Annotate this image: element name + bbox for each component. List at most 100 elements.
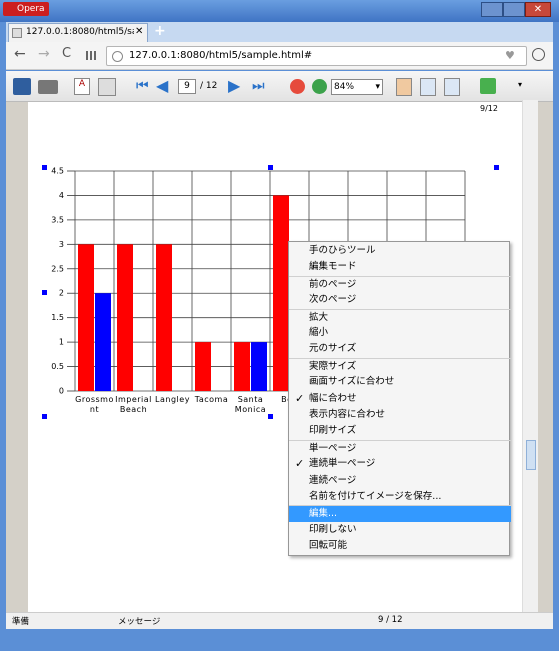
context-menu: 手のひらツール 編集モード前のページ次のページ拡大縮小元のサイズ実際サイズ画面サイ…: [288, 241, 511, 556]
previous-page-button[interactable]: ◀: [156, 76, 169, 95]
menu-item-label: 画面サイズに合わせ: [309, 376, 395, 388]
fit-content-button[interactable]: [444, 78, 460, 96]
bar: [234, 342, 250, 391]
fit-width-button[interactable]: [420, 78, 436, 96]
menu-item-label: 実際サイズ: [309, 360, 357, 372]
menu-item[interactable]: 縮小: [289, 325, 511, 341]
zoom-out-button[interactable]: [290, 79, 305, 94]
page-header: 9/12: [480, 104, 498, 113]
next-page-button[interactable]: ▶: [228, 76, 241, 95]
check-mark: ✓: [295, 391, 305, 405]
menu-item-label: 編集モード: [309, 261, 357, 273]
menu-item-label: 縮小: [309, 327, 329, 338]
menu-item-label: 編集...: [309, 508, 338, 520]
y-tick-label: 0.5: [51, 362, 64, 371]
menu-item[interactable]: 元のサイズ: [289, 341, 511, 357]
check-mark: ✓: [295, 457, 305, 471]
site-info-icon: [112, 51, 123, 62]
menu-item[interactable]: 印刷サイズ: [289, 423, 511, 439]
menu-item[interactable]: 単一ページ: [289, 439, 511, 456]
maximize-button[interactable]: [503, 2, 525, 17]
x-tick-label: Imperial Beach: [115, 395, 152, 414]
selection-handle: [42, 414, 47, 419]
x-tick-label: Tacoma: [194, 395, 229, 404]
bookmark-icon[interactable]: ♥: [505, 49, 515, 62]
menu-item-label: 手のひらツール: [309, 245, 376, 256]
menu-item[interactable]: 手のひらツール: [289, 243, 511, 259]
vertical-scrollbar[interactable]: [522, 100, 538, 612]
menu-item[interactable]: 拡大: [289, 308, 511, 325]
x-tick-label: Grossmont: [75, 395, 114, 414]
properties-button[interactable]: [98, 78, 116, 96]
bar: [195, 342, 211, 391]
search-button[interactable]: [480, 78, 496, 94]
menu-item[interactable]: 連続ページ: [289, 473, 511, 489]
minimize-button[interactable]: [481, 2, 503, 17]
close-button[interactable]: ✕: [525, 2, 551, 17]
menu-item[interactable]: 画面サイズに合わせ: [289, 374, 511, 390]
download-button[interactable]: [532, 48, 545, 61]
menu-item[interactable]: 名前を付けてイメージを保存...: [289, 489, 511, 505]
selection-handle: [268, 165, 273, 170]
menu-item[interactable]: ✓ 幅に合わせ: [289, 391, 511, 407]
menu-item-label: 次のページ: [309, 294, 357, 306]
menu-item[interactable]: 回転可能: [289, 538, 511, 554]
y-tick-label: 4: [59, 191, 64, 200]
save-button[interactable]: [13, 78, 31, 95]
tab[interactable]: 127.0.0.1:8080/html5/sampl ✕: [8, 23, 148, 42]
tab-title: 127.0.0.1:8080/html5/sampl: [26, 27, 134, 37]
menu-item[interactable]: 表示内容に合わせ: [289, 407, 511, 423]
print-button[interactable]: [38, 80, 58, 94]
selection-handle: [42, 290, 47, 295]
status-message: メッセージ: [118, 617, 161, 627]
menu-item-label: 回転可能: [309, 540, 348, 552]
y-tick-label: 1.5: [51, 313, 64, 322]
bar: [95, 293, 111, 391]
y-tick-label: 2: [59, 289, 64, 298]
new-tab-button[interactable]: +: [154, 23, 166, 39]
toolbar-menu[interactable]: ▾: [518, 80, 523, 89]
forward-button[interactable]: →: [38, 46, 50, 62]
menu-item[interactable]: ✓ 連続単一ページ: [289, 456, 511, 472]
zoom-select[interactable]: 84% ▾: [331, 79, 383, 95]
zoom-in-button[interactable]: [312, 79, 327, 94]
menu-item-label: 名前を付けてイメージを保存...: [309, 491, 442, 502]
bar: [117, 244, 133, 391]
menu-item-label: 印刷サイズ: [309, 425, 357, 437]
bar: [251, 342, 267, 391]
last-page-button[interactable]: ⏭: [252, 78, 265, 94]
menu-item-label: 元のサイズ: [309, 343, 357, 355]
menu-item[interactable]: 編集モード: [289, 259, 511, 275]
scroll-thumb[interactable]: [526, 440, 536, 470]
y-tick-label: 3.5: [51, 215, 64, 224]
y-tick-label: 2.5: [51, 264, 64, 273]
text-button[interactable]: A: [74, 78, 90, 95]
back-button[interactable]: ←: [14, 46, 26, 62]
fit-page-button[interactable]: [396, 78, 412, 96]
menu-item-label: 拡大: [309, 311, 329, 323]
menu-item[interactable]: 前のページ: [289, 275, 511, 292]
page-input[interactable]: 9: [178, 79, 196, 94]
speed-dial-button[interactable]: [86, 51, 96, 60]
menu-item[interactable]: 印刷しない: [289, 522, 511, 538]
first-page-button[interactable]: ⏮: [136, 78, 149, 94]
status-page: 9 / 12: [378, 615, 403, 625]
tab-close[interactable]: ✕: [135, 26, 144, 37]
menu-item-label: 表示内容に合わせ: [309, 409, 386, 420]
menu-item[interactable]: 次のページ: [289, 292, 511, 308]
y-tick-label: 1: [59, 338, 64, 347]
address-bar[interactable]: 127.0.0.1:8080/html5/sample.html# ♥: [106, 46, 527, 66]
tab-icon: [12, 28, 22, 38]
page-total: / 12: [200, 81, 218, 91]
menu-item[interactable]: 実際サイズ: [289, 357, 511, 374]
bar: [156, 244, 172, 391]
reload-button[interactable]: C: [62, 46, 72, 61]
menu-item-label: 印刷しない: [309, 523, 357, 535]
menu-item[interactable]: 編集...: [289, 505, 511, 522]
opera-menu-button[interactable]: Opera: [3, 2, 49, 16]
viewer-toolbar: [6, 71, 553, 102]
menu-item-label: 連続単一ページ: [309, 458, 376, 470]
menu-item-label: 幅に合わせ: [309, 392, 357, 404]
x-tick-label: Langley: [155, 395, 190, 404]
